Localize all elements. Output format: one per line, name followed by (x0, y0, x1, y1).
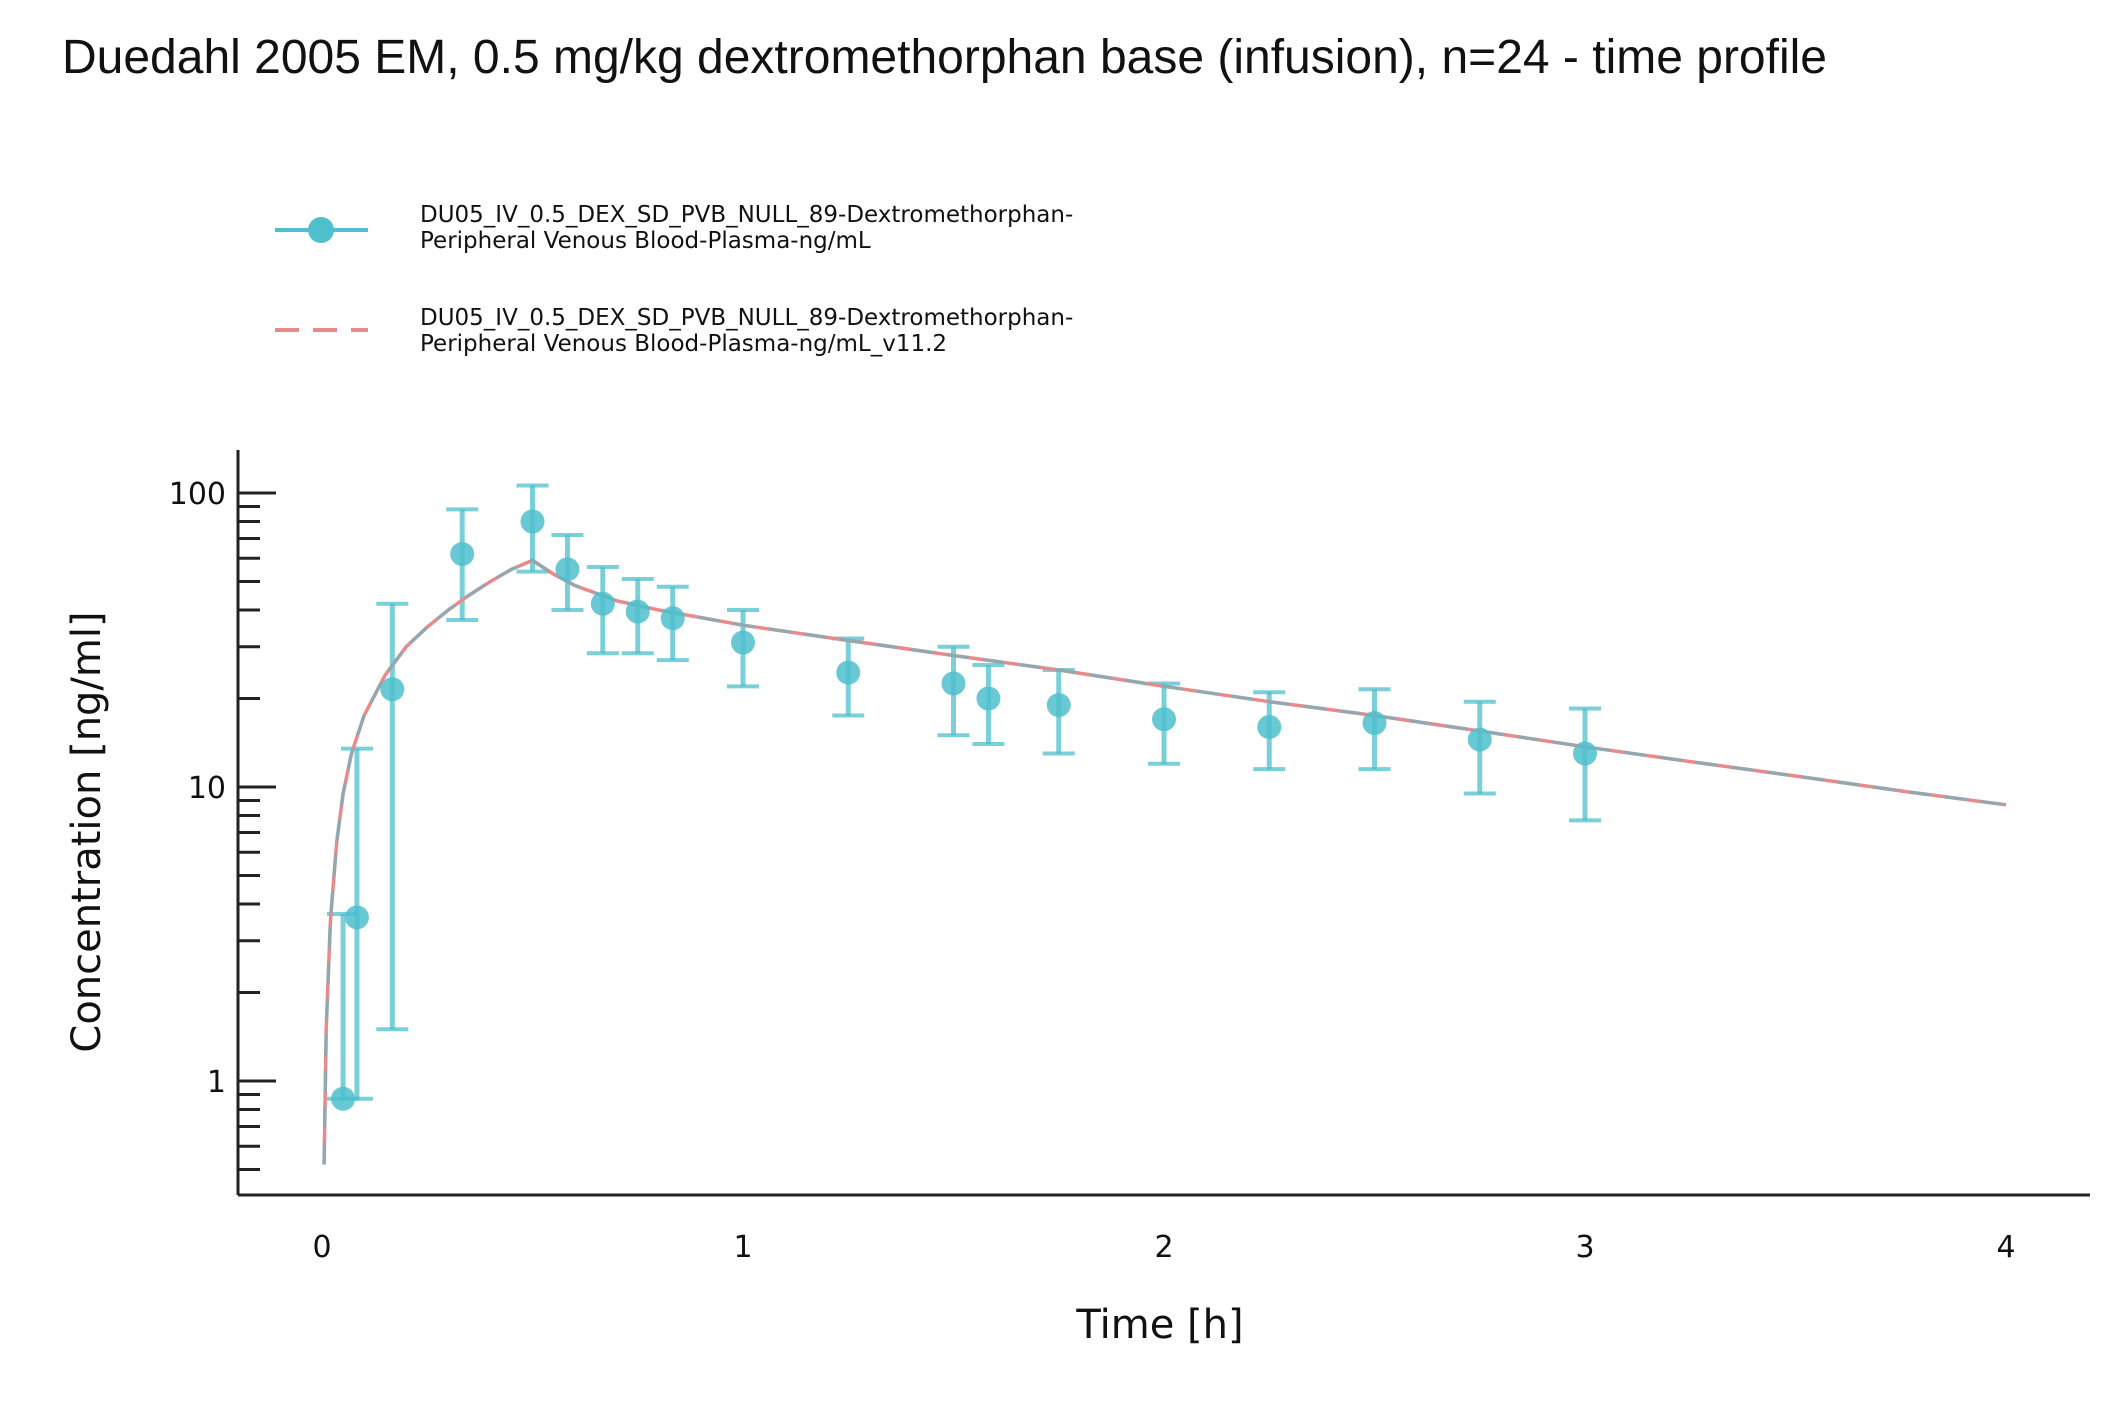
x-axis-label: Time [h] (1075, 1302, 1243, 1348)
legend-label-observed: DU05_IV_0.5_DEX_SD_PVB_NULL_89-Dextromet… (420, 202, 1073, 228)
plot-area (324, 486, 2006, 1165)
x-axis: 0 1 2 3 4 (238, 1195, 2090, 1265)
simulated-line (324, 560, 2006, 1164)
y-tick-label: 10 (188, 771, 226, 806)
x-tick-label: 2 (1154, 1230, 1173, 1265)
x-tick-label: 0 (312, 1230, 331, 1265)
observed-point (591, 592, 615, 616)
legend-observed-marker (308, 217, 334, 243)
x-tick-label: 1 (733, 1230, 752, 1265)
observed-point (626, 600, 650, 624)
observed-point (731, 631, 755, 655)
observed-point (1257, 715, 1281, 739)
observed-point (331, 1087, 355, 1111)
observed-point (836, 661, 860, 685)
simulated-line-overlay (324, 560, 2006, 1164)
observed-point (1468, 728, 1492, 752)
error-bar (327, 914, 359, 1099)
legend-label-simulated: Peripheral Venous Blood-Plasma-ng/mL_v11… (420, 331, 947, 357)
observed-point (521, 509, 545, 533)
observed-point (1573, 742, 1597, 766)
observed-point (942, 671, 966, 695)
x-tick-label: 3 (1575, 1230, 1594, 1265)
x-tick-label: 4 (1996, 1230, 2015, 1265)
observed-point (1152, 707, 1176, 731)
legend-label-simulated: DU05_IV_0.5_DEX_SD_PVB_NULL_89-Dextromet… (420, 305, 1073, 331)
observed-point (450, 542, 474, 566)
y-axis: 1 10 100 (169, 450, 276, 1195)
y-tick-label: 100 (169, 477, 226, 512)
observed-point (1047, 693, 1071, 717)
legend-label-observed: Peripheral Venous Blood-Plasma-ng/mL (420, 228, 871, 254)
observed-point (345, 905, 369, 929)
observed-point (555, 557, 579, 581)
y-tick-label: 1 (207, 1065, 226, 1100)
y-axis-label: Concentration [ng/ml] (64, 611, 110, 1052)
observed-point (661, 606, 685, 630)
observed-point (380, 677, 404, 701)
observed-point (976, 686, 1000, 710)
observed-point (1363, 711, 1387, 735)
legend: DU05_IV_0.5_DEX_SD_PVB_NULL_89-Dextromet… (275, 202, 1073, 357)
